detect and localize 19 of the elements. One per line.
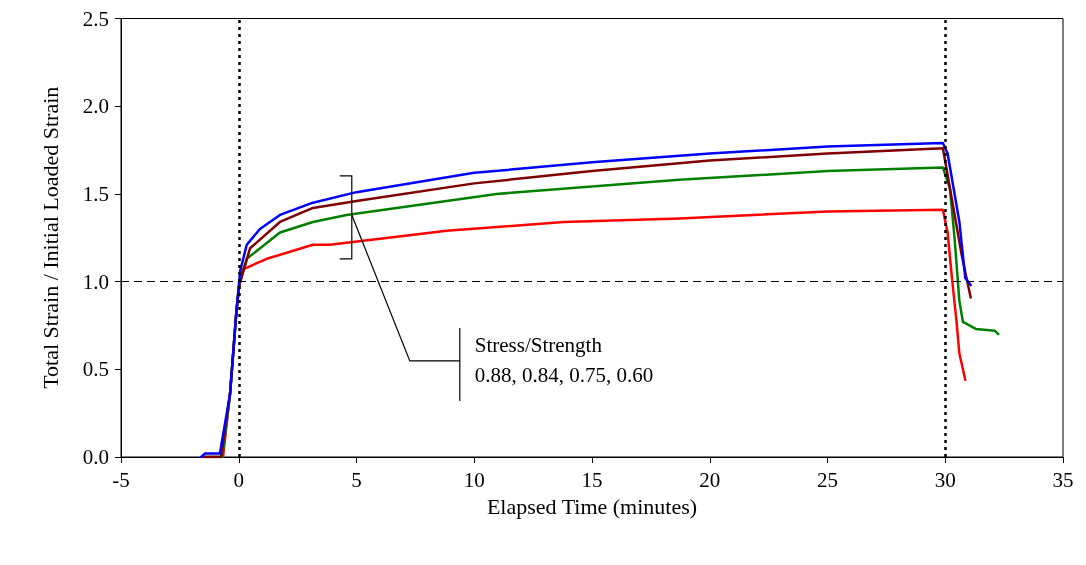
x-tick-label: -5 [112, 467, 130, 492]
y-tick-label: 1.5 [82, 181, 109, 206]
y-tick-label: 0.5 [82, 357, 109, 382]
annotation: Stress/Strength [474, 333, 603, 358]
x-axis-title: Elapsed Time (minutes) [486, 493, 698, 519]
annotation: 0.88, 0.84, 0.75, 0.60 [474, 363, 654, 388]
x-tick-label: 35 [1052, 467, 1074, 492]
y-tick-label: 0.0 [82, 445, 109, 469]
y-tick-label: 1.0 [82, 269, 109, 294]
y-tick-label: 2.0 [82, 94, 109, 119]
x-tick-label: 5 [351, 467, 362, 492]
x-tick-label: 25 [817, 467, 838, 492]
x-tick-label: 15 [581, 467, 603, 492]
x-tick-label: 0 [233, 467, 244, 492]
x-tick-label: 30 [934, 467, 956, 492]
x-tick-label: 20 [699, 467, 721, 492]
y-axis-title: Total Strain / Initial Loaded Strain [37, 86, 63, 389]
y-tick-label: 2.5 [82, 6, 109, 31]
x-tick-label: 10 [463, 467, 485, 492]
